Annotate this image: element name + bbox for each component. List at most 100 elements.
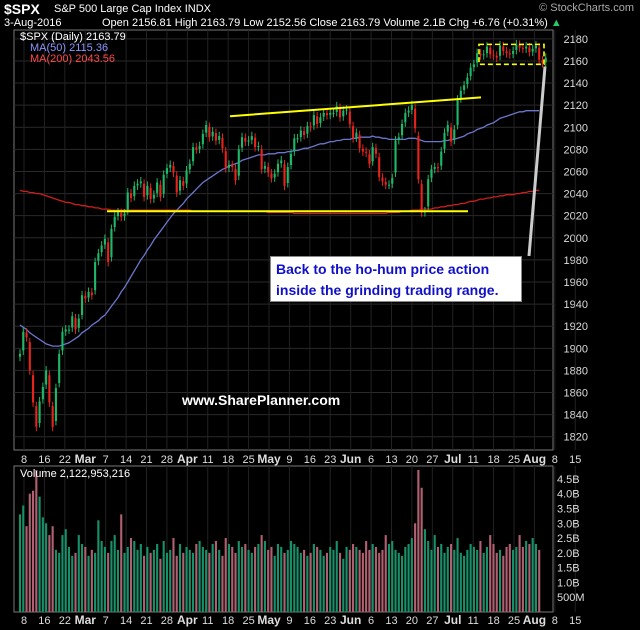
- volume-bar: [329, 546, 332, 612]
- volume-bar: [384, 535, 387, 612]
- candle-body: [159, 184, 162, 197]
- volume-tick-label: 3.0B: [557, 518, 580, 530]
- candle-body: [342, 110, 345, 117]
- volume-bar: [404, 546, 407, 612]
- volume-bar: [387, 543, 391, 612]
- volume-bar: [80, 543, 84, 612]
- candle-body: [531, 48, 534, 52]
- x-tick-label: Jun: [340, 452, 361, 466]
- y-tick-label: 2020: [564, 211, 588, 223]
- volume-bar: [18, 514, 22, 612]
- candle-body: [136, 183, 139, 186]
- x-tick-label: 15: [569, 454, 581, 466]
- x-tick-label: 14: [120, 454, 132, 466]
- volume-bar: [126, 546, 129, 612]
- volume-bar: [427, 541, 430, 612]
- volume-bar: [381, 549, 384, 612]
- volume-bar: [139, 543, 142, 612]
- volume-bar: [152, 549, 155, 612]
- x-tick-label: 6: [368, 615, 374, 627]
- x-tick-label: 28: [161, 615, 173, 627]
- x-tick-label: Aug: [523, 452, 546, 466]
- candle-body: [87, 291, 90, 298]
- volume-bar: [322, 555, 325, 612]
- candle-body: [293, 138, 296, 152]
- volume-bar: [368, 549, 371, 612]
- candle-body: [116, 212, 120, 217]
- candle-body: [218, 136, 221, 140]
- volume-bar: [433, 535, 436, 612]
- volume-bar: [22, 505, 25, 612]
- volume-bar: [531, 538, 534, 612]
- ma200-legend: MA(200) 2043.56: [30, 53, 115, 65]
- candle-body: [254, 137, 257, 148]
- volume-bar: [107, 552, 110, 612]
- candle-body: [492, 54, 495, 56]
- candle-body: [541, 60, 544, 64]
- candle-body: [45, 370, 48, 385]
- volume-bar: [436, 546, 440, 612]
- candle-body: [528, 47, 531, 53]
- volume-bar: [430, 549, 433, 612]
- x-tick-label: 9: [286, 615, 292, 627]
- volume-bar: [257, 543, 260, 612]
- volume-bar: [159, 558, 162, 612]
- volume-bar: [100, 541, 103, 612]
- volume-bar: [456, 538, 459, 612]
- candle-body: [309, 126, 312, 128]
- candle-body: [18, 353, 22, 357]
- x-tick-label: 11: [467, 615, 478, 627]
- volume-bar: [358, 549, 361, 612]
- candle-body: [77, 318, 80, 328]
- candle-body: [319, 117, 322, 123]
- candle-body: [436, 167, 440, 169]
- candle-body: [306, 126, 309, 134]
- volume-bar: [244, 543, 247, 612]
- watermark: www.SharePlanner.com: [182, 392, 341, 408]
- volume-bar: [84, 546, 87, 612]
- y-tick-label: 2120: [564, 100, 588, 112]
- candle-body: [479, 53, 482, 56]
- candle-body: [250, 136, 253, 140]
- volume-bar: [365, 541, 368, 612]
- candle-body: [485, 46, 489, 54]
- volume-bar: [276, 543, 280, 612]
- volume-bar: [87, 555, 90, 612]
- volume-bar: [394, 549, 397, 612]
- candle-body: [61, 331, 64, 351]
- y-tick-label: 2160: [564, 56, 588, 68]
- volume-bar: [407, 543, 410, 612]
- candle-body: [32, 375, 35, 403]
- candle-body: [476, 53, 479, 63]
- volume-bar: [525, 541, 528, 612]
- volume-bar: [74, 552, 77, 612]
- volume-bar: [71, 555, 74, 612]
- volume-bar: [231, 546, 234, 612]
- volume-bar: [240, 546, 244, 612]
- candle-body: [214, 133, 217, 141]
- y-tick-label: 1960: [564, 277, 588, 289]
- volume-bar: [476, 549, 479, 612]
- volume-bar: [198, 541, 201, 612]
- volume-bar: [97, 520, 100, 612]
- x-tick-label: 21: [140, 454, 152, 466]
- candle-body: [240, 137, 244, 148]
- candle-body: [459, 90, 462, 99]
- volume-bar: [178, 543, 182, 612]
- volume-bar: [195, 543, 198, 612]
- volume-bar: [397, 552, 400, 612]
- candle-body: [25, 332, 28, 338]
- candle-body: [71, 316, 74, 328]
- y-tick-label: 2080: [564, 144, 588, 156]
- candle-body: [443, 132, 446, 149]
- y-tick-label: 1840: [564, 410, 588, 422]
- annotation-box: Back to the ho-hum price action inside t…: [270, 256, 522, 302]
- x-tick-label: Jun: [340, 613, 361, 627]
- volume-bar: [309, 552, 312, 612]
- candle-body: [544, 57, 547, 63]
- volume-bar: [149, 552, 152, 612]
- volume-bar: [518, 535, 521, 612]
- candle-body: [64, 329, 67, 332]
- candle-body: [178, 180, 182, 191]
- candle-body: [126, 192, 129, 211]
